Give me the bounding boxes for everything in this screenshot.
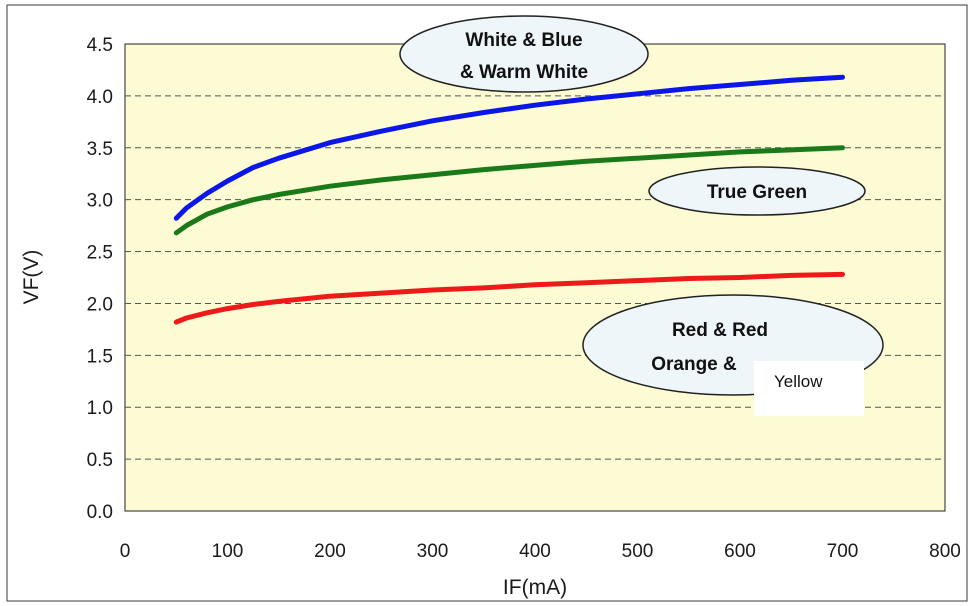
callout-true-green-label: True Green bbox=[707, 182, 807, 203]
callout-white-blue: White & Blue & Warm White bbox=[399, 15, 649, 93]
y-tick-label: 0.0 bbox=[87, 502, 113, 523]
callout-white-blue-line1: White & Blue bbox=[465, 30, 582, 51]
data-series bbox=[173, 74, 845, 325]
y-tick-label: 3.5 bbox=[87, 139, 113, 160]
y-tick-label: 4.5 bbox=[87, 35, 113, 56]
y-tick-label: 1.5 bbox=[87, 346, 113, 367]
y-tick-label: 4.0 bbox=[87, 87, 113, 108]
plot-area bbox=[124, 43, 946, 512]
callout-true-green: True Green bbox=[648, 166, 866, 216]
x-tick-labels: 0 100 200 300 400 500 600 700 800 bbox=[120, 541, 961, 562]
x-tick-label: 0 bbox=[120, 541, 131, 562]
y-tick-label: 0.5 bbox=[87, 450, 113, 471]
series-line-1 bbox=[173, 74, 845, 221]
x-tick-label: 500 bbox=[622, 541, 654, 562]
y-tick-label: 1.0 bbox=[87, 398, 113, 419]
x-tick-label: 400 bbox=[519, 541, 551, 562]
y-tick-labels: 0.0 0.5 1.0 1.5 2.0 2.5 3.0 3.5 4.0 4.5 bbox=[87, 35, 113, 523]
callout-white-blue-line2: & Warm White bbox=[460, 62, 588, 83]
x-tick-label: 200 bbox=[314, 541, 346, 562]
yellow-overlay-label: Yellow bbox=[774, 372, 823, 391]
series-line-2 bbox=[173, 145, 845, 236]
y-tick-label: 2.0 bbox=[87, 294, 113, 315]
x-axis-label: IF(mA) bbox=[503, 576, 567, 599]
x-tick-label: 700 bbox=[827, 541, 859, 562]
y-tick-label: 2.5 bbox=[87, 243, 113, 264]
x-tick-label: 100 bbox=[212, 541, 244, 562]
x-tick-label: 800 bbox=[929, 541, 961, 562]
y-tick-label: 3.0 bbox=[87, 191, 113, 212]
x-tick-label: 300 bbox=[417, 541, 449, 562]
series-line-3 bbox=[173, 271, 845, 325]
callout-red-line2: Orange & bbox=[651, 354, 737, 375]
yellow-overlay: Yellow bbox=[754, 361, 864, 416]
callout-red-line1: Red & Red bbox=[672, 320, 768, 341]
y-axis-label: VF(V) bbox=[20, 250, 43, 305]
x-tick-label: 600 bbox=[724, 541, 756, 562]
